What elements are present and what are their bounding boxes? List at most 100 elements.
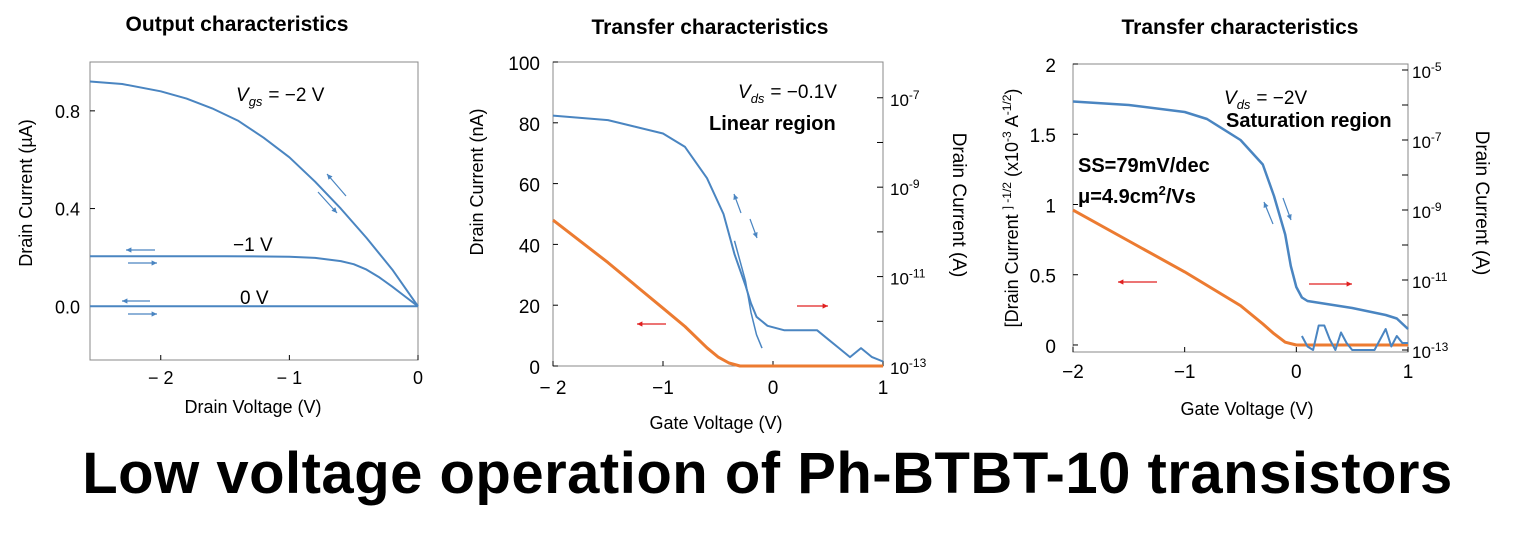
sweep-arrow-head — [1286, 214, 1292, 220]
sweep-arrow — [317, 191, 338, 214]
y-tick-label: 1 — [1045, 196, 1056, 217]
sweep-arrow-head — [1263, 202, 1269, 208]
ylabel-part-b: ] -1/2 — [1000, 182, 1014, 210]
series-line-linear — [552, 218, 883, 368]
output-chart-frame — [89, 61, 419, 361]
x-tick-label: − 1 — [277, 368, 303, 388]
sweep-arrow-head — [151, 311, 157, 317]
y-tick-label: 0.5 — [1030, 267, 1056, 288]
output-annotation-vgs-2: Vgs = −2 V — [236, 85, 325, 109]
output-chart-xlabel: Drain Voltage (V) — [184, 397, 321, 417]
x-tick-label: 0 — [1291, 362, 1302, 383]
ylabel-part-f: -1/2 — [1000, 94, 1014, 115]
transfer-linear-ylabel: Drain Current (nA) — [467, 108, 487, 255]
series-line-sqrt — [1072, 208, 1408, 347]
y-tick-label: 60 — [519, 176, 540, 197]
x-tick-label: 1 — [1403, 362, 1414, 383]
x-tick-label: −1 — [1174, 362, 1196, 383]
series-line-log-noise — [1301, 324, 1408, 351]
axis-arrow-left-head — [1118, 279, 1124, 285]
sweep-arrow — [128, 311, 157, 317]
ylabel-part-d: -3 — [1000, 131, 1014, 142]
series-line-1 — [90, 255, 419, 308]
y-tick-label: 0 — [529, 358, 540, 379]
output-annotation-vgs-1: −1 V — [233, 235, 273, 256]
x-tick-label: 1 — [878, 378, 889, 399]
ylabel-part-e: A — [1002, 115, 1022, 131]
ss-value-label: SS=79mV/dec — [1078, 155, 1210, 177]
y2-tick-label: 10-9 — [890, 177, 920, 199]
vgs-subscript: gs — [249, 94, 263, 109]
y2-tick-label: 10-13 — [890, 356, 927, 378]
y-tick-label: 80 — [519, 115, 540, 136]
series-line-log — [552, 114, 884, 363]
mobility-unit: /Vs — [1166, 186, 1196, 208]
y-tick-label: 0.4 — [55, 200, 80, 220]
transfer-saturation-frame — [1072, 63, 1409, 353]
output-chart: Output characteristics − 2− 1 00.00.40.8 … — [16, 13, 423, 417]
y2-tick-label: 10-11 — [1412, 270, 1448, 292]
sweep-arrow — [122, 298, 150, 304]
y2-tick-label: 10-13 — [1412, 340, 1449, 362]
ylabel-part-c: (x10 — [1002, 142, 1022, 182]
y2-tick-label: 10-7 — [890, 88, 920, 110]
axis-arrow-right-head — [1346, 281, 1352, 287]
series-line-0 — [89, 80, 419, 307]
vds-symbol: V — [738, 82, 753, 103]
ylabel-part-a: [Drain Current — [1002, 209, 1022, 327]
vds-value: = −2V — [1256, 88, 1307, 109]
vds-subscript: ds — [751, 91, 765, 106]
y2-tick-label: 10-9 — [1412, 200, 1442, 222]
transfer-linear-y2label: Drain Current (A) — [948, 133, 969, 278]
sweep-arrow-head — [126, 247, 132, 253]
axis-arrow-left — [1118, 279, 1157, 285]
vds-subscript: ds — [1237, 97, 1251, 112]
y2-tick-label: 10-7 — [1412, 130, 1442, 152]
transfer-saturation-xlabel: Gate Voltage (V) — [1180, 399, 1313, 419]
y2-tick-label: 10-11 — [890, 267, 926, 289]
sweep-arrow-head — [122, 298, 128, 304]
axis-arrow-right — [1309, 281, 1352, 287]
output-annotation-vgs-0: 0 V — [240, 288, 269, 309]
transfer-saturation-marks: −2 −1 0 1 0 0.5 1 1.5 2 10-13 10-11 10-9 10-7 10-5 — [1030, 56, 1449, 383]
y-tick-label: 1.5 — [1030, 126, 1056, 147]
sweep-arrow — [733, 193, 742, 214]
vgs-value: = −2 V — [268, 85, 324, 106]
sweep-arrow — [1282, 197, 1292, 221]
y-tick-label: 100 — [508, 54, 540, 75]
output-chart-ylabel: Drain Current (µA) — [16, 119, 36, 266]
x-tick-label: 0 — [413, 368, 423, 388]
x-tick-label: − 2 — [148, 368, 174, 388]
transfer-saturation-title: Transfer characteristics — [1122, 16, 1359, 39]
x-tick-label: − 2 — [540, 378, 567, 399]
y2-tick-label: 10-5 — [1412, 60, 1442, 82]
y-tick-label: 0.8 — [55, 102, 80, 122]
vds-symbol: V — [1224, 88, 1239, 109]
axis-arrow-left — [637, 321, 666, 327]
transfer-linear-frame — [552, 61, 884, 367]
output-chart-marks: − 2 − 1 0 0.0 0.4 0.8 — [55, 80, 423, 388]
transfer-saturation-ylabel: [Drain Current ] -1/2 (x10-3 A-1/2) — [1000, 89, 1022, 328]
sweep-arrow — [326, 173, 347, 197]
sweep-arrow — [1263, 201, 1274, 225]
sweep-arrow-head — [331, 207, 337, 213]
sweep-arrow-head — [733, 194, 739, 200]
vds-value: = −0.1V — [770, 82, 837, 103]
saturation-annotation-vds: Vds = −2V — [1224, 88, 1307, 112]
axis-arrow-right — [797, 303, 828, 309]
transfer-linear-xlabel: Gate Voltage (V) — [649, 413, 782, 433]
mobility-sup: 2 — [1159, 183, 1166, 198]
mobility-text: μ=4.9cm — [1078, 186, 1159, 208]
series-line-log — [1072, 100, 1409, 330]
sweep-arrow-head — [327, 174, 333, 180]
x-tick-label: −1 — [652, 378, 674, 399]
y-tick-label: 40 — [519, 236, 540, 257]
series-line-log-reverse — [733, 240, 763, 349]
sweep-arrow — [749, 218, 758, 239]
linear-annotation-vds: Vds = −0.1V — [738, 82, 837, 106]
transfer-saturation-y2label: Drain Current (A) — [1471, 131, 1492, 276]
axis-arrow-right-head — [822, 303, 828, 309]
y-tick-label: 0 — [1045, 337, 1056, 358]
mobility-value-label: μ=4.9cm2/Vs — [1078, 183, 1196, 208]
